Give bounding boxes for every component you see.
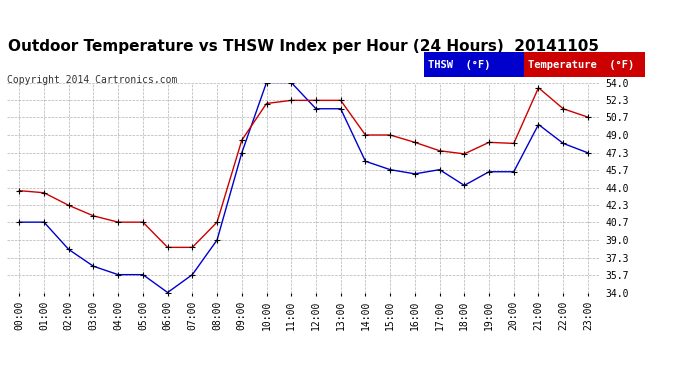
Text: Copyright 2014 Cartronics.com: Copyright 2014 Cartronics.com: [7, 75, 177, 85]
Text: Outdoor Temperature vs THSW Index per Hour (24 Hours)  20141105: Outdoor Temperature vs THSW Index per Ho…: [8, 39, 599, 54]
Text: THSW  (°F): THSW (°F): [428, 60, 491, 70]
Text: Temperature  (°F): Temperature (°F): [528, 60, 634, 70]
